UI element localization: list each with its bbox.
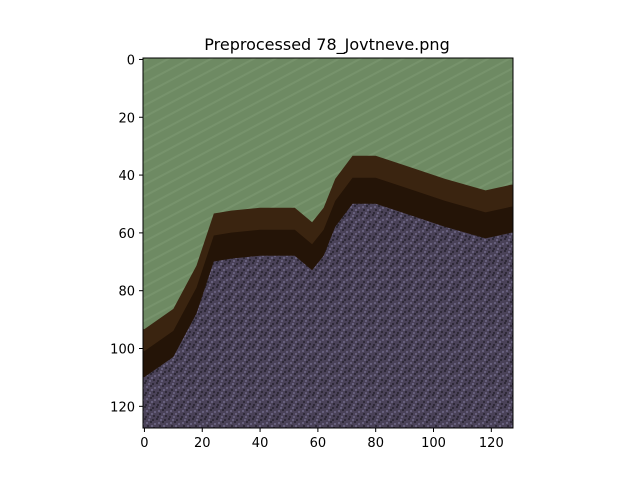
y-tick-label: 120 [110,400,135,415]
chart-title: Preprocessed 78_Jovtneve.png [204,35,449,55]
image-plot-area [143,58,513,428]
x-tick-label: 100 [421,436,446,451]
y-tick-label: 0 [127,53,135,68]
x-tick-label: 20 [194,436,211,451]
y-axis: 0 20 40 60 80 100 120 [110,53,143,415]
x-tick-label: 40 [252,436,269,451]
x-tick-label: 120 [479,436,504,451]
y-tick-label: 60 [118,227,135,242]
x-tick-label: 0 [140,436,148,451]
y-tick-label: 40 [118,169,135,184]
x-tick-label: 80 [367,436,384,451]
y-tick-label: 100 [110,343,135,358]
x-tick-label: 60 [310,436,327,451]
image-content [143,58,513,428]
x-axis: 0 20 40 60 80 100 120 [140,428,504,451]
axes-frame [142,57,514,429]
y-tick-label: 80 [118,285,135,300]
y-tick-label: 20 [118,111,135,126]
soil-region [143,203,513,428]
